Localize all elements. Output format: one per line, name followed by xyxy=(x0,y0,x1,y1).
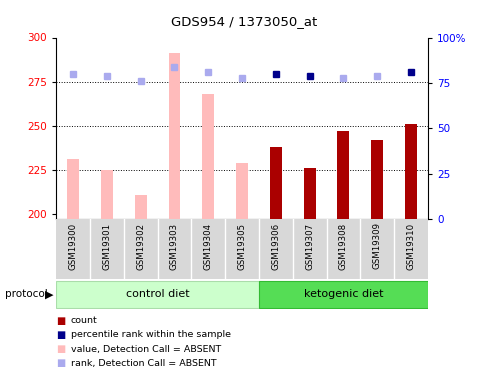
Bar xyxy=(168,53,180,219)
Bar xyxy=(370,140,382,219)
Bar xyxy=(303,168,315,219)
Bar xyxy=(67,159,79,219)
Text: GSM19310: GSM19310 xyxy=(406,222,415,270)
Text: ■: ■ xyxy=(56,344,65,354)
Text: GSM19305: GSM19305 xyxy=(237,222,246,270)
Bar xyxy=(101,170,113,219)
Bar xyxy=(202,94,214,219)
Text: protocol: protocol xyxy=(5,290,47,299)
Bar xyxy=(404,124,416,219)
Text: GSM19302: GSM19302 xyxy=(136,222,145,270)
Text: GSM19301: GSM19301 xyxy=(102,222,111,270)
Bar xyxy=(56,281,259,308)
Text: GDS954 / 1373050_at: GDS954 / 1373050_at xyxy=(171,15,317,28)
Text: ■: ■ xyxy=(56,330,65,340)
Bar xyxy=(337,131,348,219)
Bar xyxy=(236,163,247,219)
Text: GSM19307: GSM19307 xyxy=(305,222,313,270)
Text: GSM19304: GSM19304 xyxy=(203,222,212,270)
Bar xyxy=(269,147,281,219)
Text: GSM19308: GSM19308 xyxy=(338,222,347,270)
Text: value, Detection Call = ABSENT: value, Detection Call = ABSENT xyxy=(71,345,221,354)
Text: ■: ■ xyxy=(56,358,65,368)
Text: ▶: ▶ xyxy=(45,290,53,299)
Text: percentile rank within the sample: percentile rank within the sample xyxy=(71,330,230,339)
Text: GSM19306: GSM19306 xyxy=(271,222,280,270)
Text: GSM19300: GSM19300 xyxy=(68,222,78,270)
Text: GSM19309: GSM19309 xyxy=(372,222,381,269)
Bar xyxy=(259,281,427,308)
Text: control diet: control diet xyxy=(125,290,189,299)
Text: rank, Detection Call = ABSENT: rank, Detection Call = ABSENT xyxy=(71,359,216,368)
Text: ketogenic diet: ketogenic diet xyxy=(303,290,383,299)
Text: ■: ■ xyxy=(56,316,65,326)
Bar xyxy=(135,195,146,219)
Text: count: count xyxy=(71,316,98,325)
Text: GSM19303: GSM19303 xyxy=(170,222,179,270)
